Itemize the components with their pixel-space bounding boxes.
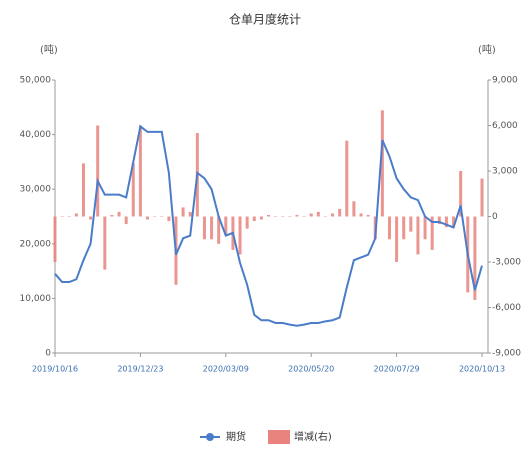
x-tick-label: 2020/03/09 — [203, 365, 249, 374]
bar — [288, 216, 292, 217]
bar — [238, 216, 242, 255]
y-axis-label: (吨) — [40, 43, 58, 56]
bar — [202, 216, 206, 240]
bar — [252, 216, 256, 222]
bar — [338, 208, 342, 217]
bar — [188, 211, 192, 217]
bar — [416, 216, 420, 255]
y-tick-label: 30,000 — [20, 185, 52, 195]
bar — [110, 214, 114, 217]
legend-label: 期货 — [226, 430, 246, 443]
bar — [96, 125, 100, 217]
bar — [138, 125, 142, 217]
bar — [53, 216, 57, 262]
bar — [366, 214, 370, 217]
y2-tick-label: 6,000 — [492, 121, 518, 131]
bar — [131, 163, 135, 217]
bar — [444, 216, 448, 228]
bar — [167, 216, 171, 222]
bar — [395, 216, 399, 262]
bar — [259, 216, 263, 220]
bar — [81, 163, 85, 217]
bar — [430, 216, 434, 250]
bar — [103, 216, 107, 270]
bar — [380, 110, 384, 217]
bar — [267, 214, 270, 217]
bar — [146, 216, 150, 220]
bar — [309, 213, 313, 217]
bar — [274, 216, 278, 217]
bar — [67, 216, 71, 217]
bar — [74, 213, 78, 217]
bar — [245, 216, 249, 229]
y-tick-label: 40,000 — [20, 130, 52, 140]
bar — [352, 201, 356, 217]
y-tick-label: 20,000 — [20, 239, 52, 249]
bar — [316, 211, 320, 217]
bar — [295, 214, 299, 217]
x-tick-label: 2020/07/29 — [374, 365, 420, 374]
bar — [210, 216, 214, 240]
bar — [302, 216, 306, 217]
bar — [437, 216, 441, 225]
bar — [402, 216, 406, 240]
y2-tick-label: 3,000 — [492, 167, 518, 177]
bar — [160, 216, 164, 217]
bar — [387, 216, 391, 240]
bar — [224, 216, 228, 235]
x-tick-label: 2020/05/20 — [288, 365, 334, 374]
y2-tick-label: -3,000 — [492, 258, 521, 268]
legend-label: 增减(右) — [294, 430, 332, 443]
bar — [281, 216, 285, 217]
bar — [181, 207, 185, 217]
x-tick-label: 2019/10/16 — [32, 365, 78, 374]
bar — [359, 213, 363, 217]
y-tick-label: 0 — [45, 349, 51, 359]
y2-tick-label: -6,000 — [492, 303, 521, 313]
bar — [117, 211, 121, 217]
y-tick-label: 50,000 — [20, 76, 52, 86]
bar — [124, 216, 128, 225]
bar — [473, 216, 477, 300]
bar — [480, 178, 484, 217]
x-tick-label: 2019/12/23 — [117, 365, 163, 374]
bar — [89, 216, 93, 220]
bar — [345, 140, 349, 217]
x-tick-label: 2020/10/13 — [459, 365, 505, 374]
legend-swatch — [206, 433, 214, 441]
bar — [323, 216, 327, 217]
legend-swatch — [268, 430, 290, 444]
bar — [452, 216, 456, 228]
bar — [423, 216, 427, 240]
y2-tick-label: 0 — [492, 212, 498, 222]
y2-axis-label: (吨) — [478, 43, 496, 56]
bar — [459, 171, 463, 217]
y2-tick-label: -9,000 — [492, 349, 521, 359]
bar — [331, 213, 335, 217]
bar — [60, 216, 64, 217]
line — [54, 124, 483, 327]
y2-tick-label: 9,000 — [492, 76, 518, 86]
bar — [217, 216, 221, 244]
bar — [153, 216, 157, 217]
bar — [409, 216, 413, 232]
y-tick-label: 10,000 — [20, 294, 52, 304]
chart-title: 仓单月度统计 — [229, 12, 301, 27]
